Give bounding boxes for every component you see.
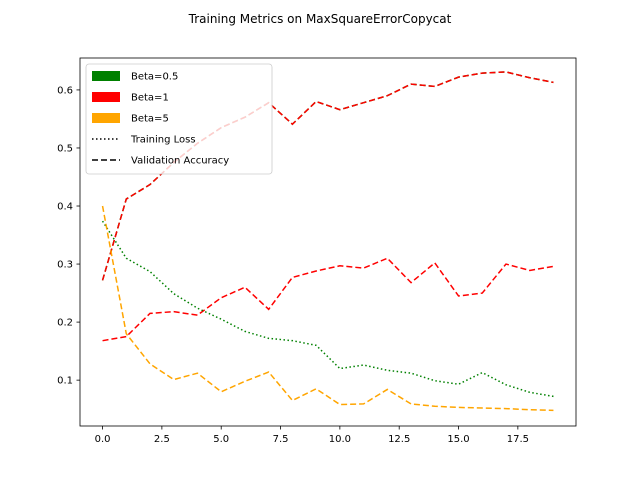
- x-tick-label: 10.0: [329, 434, 351, 445]
- series-line-beta-5-training-loss: [101, 205, 554, 412]
- y-tick-label: 0.3: [57, 260, 73, 271]
- y-tick-label: 0.4: [57, 202, 73, 213]
- y-axis: 0.1 0.2 0.3 0.4 0.5 0.6: [57, 85, 80, 387]
- x-tick-label: 17.5: [507, 434, 529, 445]
- plot-frame: [79, 57, 577, 427]
- x-tick-label: 5.0: [213, 434, 229, 445]
- y-tick-label: 0.5: [57, 143, 73, 154]
- legend-label: Validation Accuracy: [131, 156, 229, 167]
- legend-swatch: [92, 113, 120, 123]
- y-tick-label: 0.6: [57, 85, 73, 96]
- x-tick-label: 15.0: [447, 434, 469, 445]
- chart-title: Training Metrics on MaxSquareErrorCopyca…: [188, 12, 452, 26]
- x-axis: 0.0 2.5 5.0 7.5 10.0 12.5 15.0 17.5: [95, 426, 529, 445]
- legend-box: [85, 63, 273, 175]
- x-tick-label: 0.0: [95, 434, 111, 445]
- legend-swatch: [92, 92, 120, 102]
- series-line-beta-0-5-training-loss: [101, 220, 554, 398]
- legend-swatch: [92, 71, 120, 81]
- x-tick-label: 2.5: [154, 434, 170, 445]
- legend-label: Beta=0.5: [131, 72, 178, 83]
- series-line-beta-1-training-loss: [102, 257, 554, 342]
- y-tick-label: 0.1: [57, 376, 73, 387]
- y-tick-label: 0.2: [57, 318, 73, 329]
- legend-label: Beta=5: [131, 114, 169, 125]
- x-tick-label: 7.5: [273, 434, 289, 445]
- legend-label: Beta=1: [131, 93, 169, 104]
- legend: Beta=0.5 Beta=1 Beta=5 Training Loss Validat…: [85, 63, 273, 175]
- x-tick-label: 12.5: [388, 434, 410, 445]
- legend-label: Training Loss: [130, 135, 196, 146]
